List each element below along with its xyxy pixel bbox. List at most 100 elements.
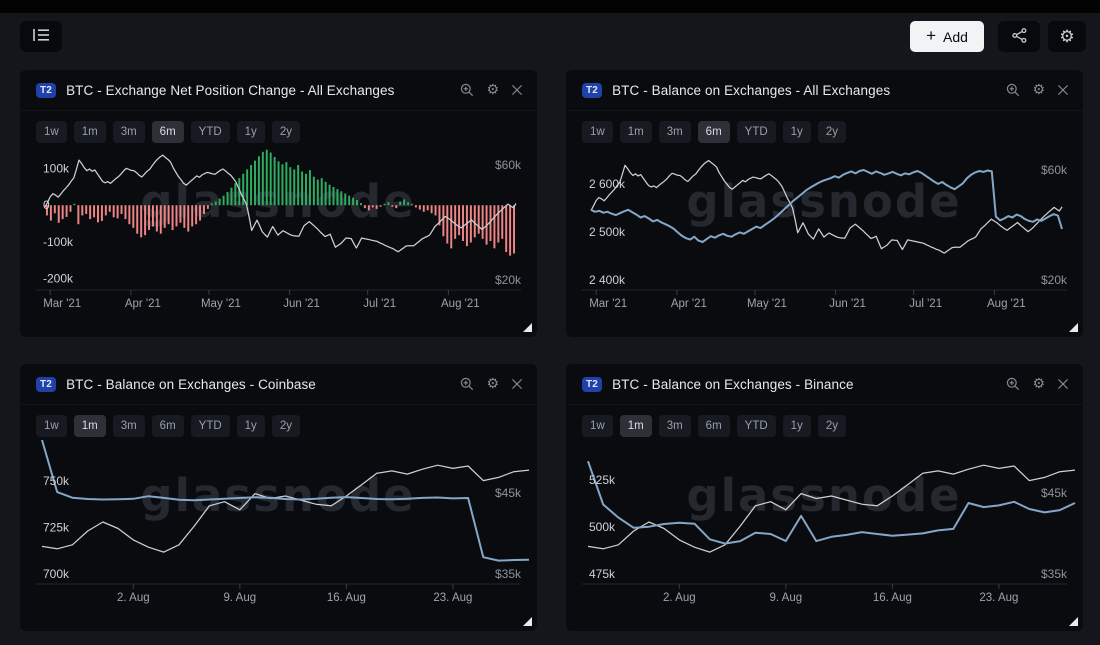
range-button-YTD[interactable]: YTD bbox=[190, 415, 230, 437]
x-axis-label: 23. Aug bbox=[433, 592, 472, 604]
x-axis-label: Mar '21 bbox=[589, 298, 627, 310]
settings-icon[interactable]: ⚙ bbox=[486, 82, 499, 98]
chart-canvas[interactable]: glassnode Mar '21 Apr '21 May '21 Jun '21 Jul… bbox=[20, 70, 537, 337]
range-button-1w[interactable]: 1w bbox=[36, 121, 67, 143]
left-axis-label: 475k bbox=[589, 567, 616, 581]
range-button-YTD[interactable]: YTD bbox=[190, 121, 230, 143]
x-axis-label: 2. Aug bbox=[663, 592, 696, 604]
range-button-6m[interactable]: 6m bbox=[697, 121, 730, 143]
resize-handle[interactable] bbox=[523, 323, 532, 332]
balance-on-exchanges-line bbox=[587, 460, 1076, 545]
panel-header-icons: ⚙ bbox=[1006, 377, 1069, 391]
add-button[interactable]: + Add bbox=[910, 21, 984, 52]
x-axis-label: Apr '21 bbox=[125, 298, 161, 310]
resize-handle[interactable] bbox=[1069, 617, 1078, 626]
range-button-1m[interactable]: 1m bbox=[73, 121, 106, 143]
settings-button[interactable]: ⚙ bbox=[1048, 21, 1086, 52]
btc-price-usd-line bbox=[41, 464, 530, 553]
right-axis-label: $20k bbox=[495, 273, 522, 287]
x-axis-label: 23. Aug bbox=[979, 592, 1018, 604]
left-axis-label: 2 400k bbox=[589, 273, 626, 287]
x-axis-label: Jul '21 bbox=[363, 298, 396, 310]
close-icon[interactable] bbox=[511, 378, 523, 390]
left-axis-label: 100k bbox=[43, 162, 70, 176]
x-axis-label: Jun '21 bbox=[829, 298, 866, 310]
panel-header: T2 BTC - Balance on Exchanges - Coinbase ⚙ bbox=[20, 364, 537, 405]
collapse-menu-button[interactable] bbox=[20, 21, 62, 52]
left-axis-label: 2 600k bbox=[589, 177, 626, 191]
resize-handle[interactable] bbox=[523, 617, 532, 626]
range-button-1y[interactable]: 1y bbox=[782, 415, 811, 437]
range-button-1y[interactable]: 1y bbox=[236, 415, 265, 437]
left-axis-label: 750k bbox=[43, 474, 70, 488]
settings-icon[interactable]: ⚙ bbox=[486, 376, 499, 392]
close-icon[interactable] bbox=[1057, 84, 1069, 96]
balance-on-exchanges-line bbox=[590, 169, 1063, 243]
chart-canvas[interactable]: glassnode Mar '21 Apr '21 May '21 Jun '21 Jul… bbox=[566, 70, 1083, 337]
range-button-6m[interactable]: 6m bbox=[151, 121, 184, 143]
settings-icon[interactable]: ⚙ bbox=[1032, 376, 1045, 392]
x-axis-label: Mar '21 bbox=[43, 298, 81, 310]
panel-title: BTC - Exchange Net Position Change - All… bbox=[66, 82, 395, 98]
range-button-6m[interactable]: 6m bbox=[697, 415, 730, 437]
range-button-2y[interactable]: 2y bbox=[271, 415, 300, 437]
x-axis-label: Jun '21 bbox=[283, 298, 320, 310]
range-button-YTD[interactable]: YTD bbox=[736, 121, 776, 143]
panel-title: BTC - Balance on Exchanges - Binance bbox=[612, 376, 854, 392]
btc-price-usd-line bbox=[590, 159, 1063, 254]
panel-header: T2 BTC - Balance on Exchanges - All Excha… bbox=[566, 70, 1083, 111]
zoom-in-icon[interactable] bbox=[1006, 377, 1020, 391]
right-axis-label: $45k bbox=[495, 486, 522, 500]
tier-badge: T2 bbox=[36, 82, 57, 98]
left-axis-label: 2 500k bbox=[589, 225, 626, 239]
close-icon[interactable] bbox=[511, 84, 523, 96]
range-button-1w[interactable]: 1w bbox=[36, 415, 67, 437]
chart-canvas[interactable]: glassnode 2. Aug 9. Aug 16. Aug 23. Aug 750k 7… bbox=[20, 364, 537, 631]
range-button-YTD[interactable]: YTD bbox=[736, 415, 776, 437]
browser-top-strip bbox=[0, 0, 1100, 13]
panel-header: T2 BTC - Balance on Exchanges - Binance ⚙ bbox=[566, 364, 1083, 405]
resize-handle[interactable] bbox=[1069, 323, 1078, 332]
zoom-in-icon[interactable] bbox=[460, 377, 474, 391]
range-button-3m[interactable]: 3m bbox=[112, 415, 145, 437]
time-range-selector: 1w 1m 3m 6m YTD 1y 2y bbox=[582, 415, 846, 437]
range-button-2y[interactable]: 2y bbox=[817, 121, 846, 143]
range-button-3m[interactable]: 3m bbox=[112, 121, 145, 143]
right-axis-label: $45k bbox=[1041, 486, 1068, 500]
time-range-selector: 1w 1m 3m 6m YTD 1y 2y bbox=[36, 121, 300, 143]
chart-panel: glassnode Mar '21 Apr '21 May '21 Jun '21 Jul… bbox=[20, 70, 537, 337]
x-axis-label: 9. Aug bbox=[770, 592, 803, 604]
zoom-in-icon[interactable] bbox=[1006, 83, 1020, 97]
x-axis-label: Aug '21 bbox=[987, 298, 1026, 310]
range-button-1m[interactable]: 1m bbox=[73, 415, 106, 437]
range-button-1w[interactable]: 1w bbox=[582, 121, 613, 143]
balance-on-exchanges-line bbox=[41, 439, 530, 562]
x-axis-label: 16. Aug bbox=[327, 592, 366, 604]
range-button-2y[interactable]: 2y bbox=[817, 415, 846, 437]
range-button-1m[interactable]: 1m bbox=[619, 415, 652, 437]
chart-panel: glassnode Mar '21 Apr '21 May '21 Jun '21 Jul… bbox=[566, 70, 1083, 337]
left-axis-label: 500k bbox=[589, 520, 616, 534]
panel-header-icons: ⚙ bbox=[460, 83, 523, 97]
panel-header-icons: ⚙ bbox=[460, 377, 523, 391]
close-icon[interactable] bbox=[1057, 378, 1069, 390]
tier-badge: T2 bbox=[36, 376, 57, 392]
chart-canvas[interactable]: glassnode 2. Aug 9. Aug 16. Aug 23. Aug 525k 5… bbox=[566, 364, 1083, 631]
panel-title: BTC - Balance on Exchanges - All Exchang… bbox=[612, 82, 891, 98]
range-button-1y[interactable]: 1y bbox=[782, 121, 811, 143]
range-button-2y[interactable]: 2y bbox=[271, 121, 300, 143]
x-axis-label: 2. Aug bbox=[117, 592, 150, 604]
range-button-1y[interactable]: 1y bbox=[236, 121, 265, 143]
share-icon bbox=[1011, 27, 1027, 46]
settings-icon[interactable]: ⚙ bbox=[1032, 82, 1045, 98]
range-button-1m[interactable]: 1m bbox=[619, 121, 652, 143]
range-button-1w[interactable]: 1w bbox=[582, 415, 613, 437]
range-button-3m[interactable]: 3m bbox=[658, 415, 691, 437]
left-axis-label: 525k bbox=[589, 473, 616, 487]
x-axis-label: May '21 bbox=[747, 298, 787, 310]
range-button-6m[interactable]: 6m bbox=[151, 415, 184, 437]
share-button[interactable] bbox=[998, 21, 1040, 52]
zoom-in-icon[interactable] bbox=[460, 83, 474, 97]
plus-icon: + bbox=[926, 26, 936, 45]
range-button-3m[interactable]: 3m bbox=[658, 121, 691, 143]
